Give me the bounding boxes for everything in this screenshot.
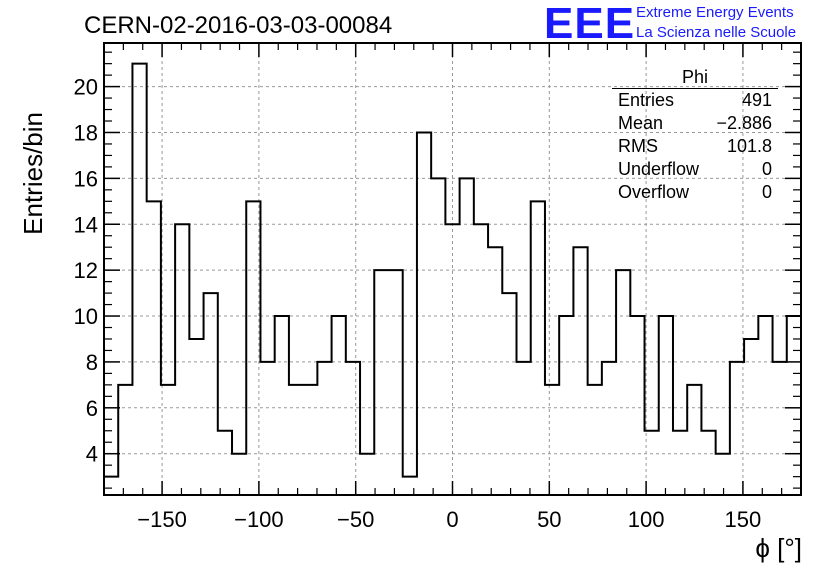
histogram-bin — [517, 362, 531, 495]
x-tick-label: 0 — [446, 507, 458, 532]
stats-row-rms: RMS 101.8 — [612, 135, 778, 158]
histogram-bin — [659, 316, 673, 495]
histogram-bin — [787, 316, 801, 495]
x-tick-label: −150 — [137, 507, 187, 532]
histogram-bin — [531, 201, 545, 495]
y-tick-label: 16 — [74, 166, 98, 191]
histogram-bin — [431, 178, 445, 495]
x-tick-label: 100 — [628, 507, 665, 532]
histogram-bin — [403, 477, 417, 495]
histogram-bin — [502, 293, 516, 495]
stats-value: 101.8 — [726, 136, 772, 156]
histogram-bin — [602, 362, 616, 495]
histogram-bin — [189, 339, 203, 495]
histogram-bin — [118, 385, 132, 495]
histogram-bin — [758, 316, 772, 495]
x-axis-label: ϕ [°] — [755, 533, 802, 563]
histogram-bin — [716, 454, 730, 495]
y-tick-label: 8 — [86, 350, 98, 375]
x-tick-label: −50 — [337, 507, 374, 532]
histogram-bin — [317, 362, 331, 495]
histogram-bin — [218, 431, 232, 495]
histogram-bin — [730, 362, 744, 495]
stats-label: Underflow — [618, 159, 700, 179]
histogram-bin — [332, 316, 346, 495]
histogram-bin — [460, 178, 474, 495]
histogram-bin — [445, 224, 459, 495]
x-tick-label: 150 — [725, 507, 762, 532]
y-tick-label: 6 — [86, 396, 98, 421]
stats-value: 0 — [761, 182, 772, 202]
stats-label: Entries — [618, 90, 675, 110]
histogram-bin — [388, 270, 402, 495]
histogram-bin — [147, 201, 161, 495]
stats-row-mean: Mean −2.886 — [612, 112, 778, 135]
y-tick-label: 12 — [74, 258, 98, 283]
eee-logo: EEE — [544, 0, 636, 48]
histogram-bin — [417, 132, 431, 495]
stats-label: RMS — [618, 136, 658, 156]
histogram-outline — [103, 62, 802, 495]
histogram-bin — [545, 385, 559, 495]
stats-box-title: Phi — [612, 66, 778, 89]
histogram-bin — [132, 64, 146, 495]
stats-row-entries: Entries 491 — [612, 89, 778, 112]
eee-logo-line1: Extreme Energy Events — [636, 4, 794, 21]
histogram-bin — [616, 270, 630, 495]
histogram-bin — [673, 431, 687, 495]
histogram-bin — [744, 339, 758, 495]
y-tick-label: 4 — [86, 442, 98, 467]
stats-box: Phi Entries 491 Mean −2.886 RMS 101.8 Under… — [612, 66, 778, 204]
histogram-bin — [687, 385, 701, 495]
histogram-bin — [289, 385, 303, 495]
histogram-bin — [360, 454, 374, 495]
histogram-bin — [573, 247, 587, 495]
histogram-bin — [204, 293, 218, 495]
histogram-bin — [175, 224, 189, 495]
y-tick-label: 18 — [74, 120, 98, 145]
histogram-bin — [260, 362, 274, 495]
histogram-bin — [346, 362, 360, 495]
histogram-bin — [303, 385, 317, 495]
histogram-bin — [275, 316, 289, 495]
histogram-bin — [701, 431, 715, 495]
stats-value: 0 — [761, 159, 772, 179]
stats-label: Mean — [618, 113, 664, 133]
histogram-bin — [161, 385, 175, 495]
stats-row-overflow: Overflow 0 — [612, 181, 778, 204]
y-tick-label: 14 — [74, 212, 98, 237]
histogram-bin — [474, 224, 488, 495]
x-tick-label: −100 — [234, 507, 284, 532]
histogram-bin — [588, 385, 602, 495]
histogram-bin — [773, 362, 787, 495]
eee-logo-line2: La Scienza nelle Scuole — [636, 24, 797, 41]
histogram-bin — [104, 477, 118, 495]
y-tick-label: 20 — [74, 75, 98, 100]
histogram-bin — [246, 201, 260, 495]
histogram-bin — [488, 247, 502, 495]
histogram-bin — [559, 316, 573, 495]
stats-label: Overflow — [618, 182, 690, 202]
histogram-bin — [630, 316, 644, 495]
x-tick-label: 50 — [537, 507, 561, 532]
stats-row-underflow: Underflow 0 — [612, 158, 778, 181]
chart-title: CERN-02-2016-03-03-00084 — [84, 12, 393, 39]
stats-value: 491 — [741, 90, 772, 110]
y-tick-label: 10 — [74, 304, 98, 329]
histogram-bin — [374, 270, 388, 495]
stats-value: −2.886 — [716, 113, 772, 133]
